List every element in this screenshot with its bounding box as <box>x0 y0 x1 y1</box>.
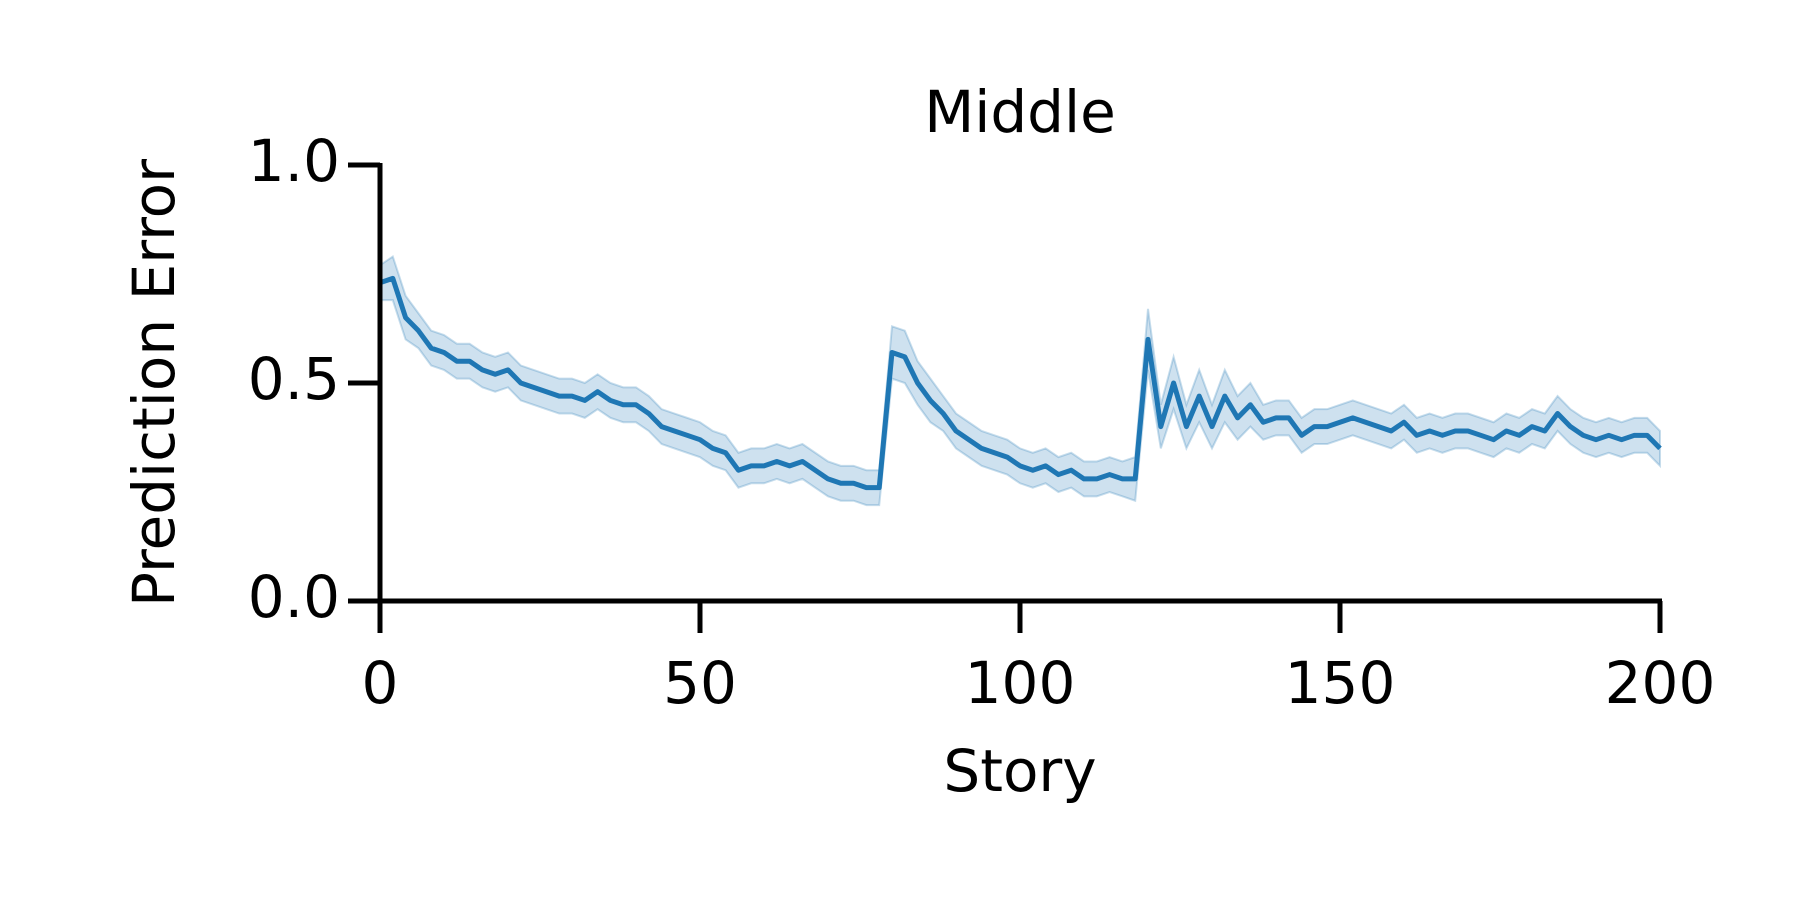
x-tick-label: 200 <box>1605 649 1716 717</box>
line <box>379 275 1662 491</box>
y-tick-label: 1.0 <box>248 127 340 195</box>
y-tick-label: 0.5 <box>248 345 340 413</box>
x-tick-label: 0 <box>362 649 399 717</box>
x-tick-label: 50 <box>663 649 737 717</box>
chart-title: Middle <box>924 78 1116 146</box>
x-tick-label: 100 <box>965 649 1076 717</box>
confidence-band <box>379 254 1661 507</box>
x-axis-label: Story <box>943 737 1096 805</box>
y-tick-label: 0.0 <box>248 563 340 631</box>
y-axis-label: Prediction Error <box>120 159 188 607</box>
x-tick-label: 150 <box>1285 649 1396 717</box>
